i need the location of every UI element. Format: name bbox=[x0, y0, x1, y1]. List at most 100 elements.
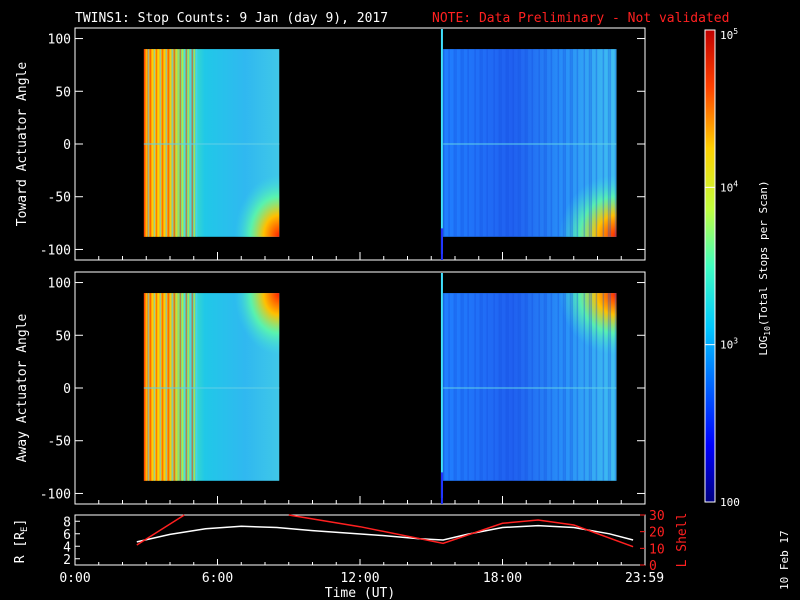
toward-hot-region-1 bbox=[204, 133, 280, 237]
away-panel: 100 50 0 -50 -100 Away Actuator Angle bbox=[15, 271, 646, 505]
orbit-y-label-right: L Shell bbox=[675, 513, 690, 568]
toward-streak bbox=[557, 49, 560, 237]
away-hot-region-1 bbox=[204, 293, 280, 397]
away-streak bbox=[443, 293, 445, 481]
colorbar-tick-label: 103 bbox=[720, 337, 738, 352]
colorbar: 105 104 103 100 LOG10(Total Stops per Scan) bbox=[704, 27, 772, 509]
away-streak bbox=[602, 293, 605, 481]
away-band bbox=[143, 387, 280, 389]
toward-streak bbox=[486, 49, 488, 237]
away-ytick-label: 100 bbox=[48, 277, 71, 292]
toward-streak bbox=[498, 49, 501, 237]
toward-streak bbox=[507, 49, 509, 237]
toward-streak bbox=[157, 49, 159, 237]
toward-streak bbox=[512, 49, 514, 237]
away-streak bbox=[169, 293, 172, 481]
colorbar-tick-label: 105 bbox=[720, 27, 738, 42]
away-streak bbox=[173, 293, 176, 481]
away-streak bbox=[498, 293, 501, 481]
toward-streak bbox=[187, 49, 190, 237]
toward-streak bbox=[505, 49, 508, 237]
away-streak bbox=[151, 293, 153, 481]
toward-streak bbox=[583, 49, 586, 237]
orbit-xtick-label: 0:00 bbox=[59, 571, 90, 586]
away-streak bbox=[460, 293, 462, 481]
toward-streak bbox=[165, 49, 168, 237]
away-streak bbox=[531, 293, 534, 481]
toward-streak bbox=[175, 49, 178, 237]
orbit-xtick-label: 23:59 bbox=[625, 571, 664, 586]
toward-streak bbox=[564, 49, 566, 237]
toward-streak bbox=[169, 49, 172, 237]
toward-streak bbox=[181, 49, 184, 237]
toward-streak bbox=[185, 49, 188, 237]
away-streak bbox=[161, 293, 164, 481]
away-streak bbox=[474, 293, 476, 481]
toward-streak bbox=[195, 49, 198, 237]
colorbar-tick-label: 104 bbox=[720, 179, 738, 194]
away-streak bbox=[517, 293, 520, 481]
toward-streak bbox=[443, 49, 445, 237]
away-streak bbox=[159, 293, 162, 481]
orbit-xtick-label: 12:00 bbox=[340, 571, 379, 586]
away-streak bbox=[607, 293, 610, 481]
orbit-ytick-left-label: 6 bbox=[63, 528, 71, 543]
away-streak bbox=[143, 293, 146, 481]
away-streak bbox=[183, 293, 186, 481]
colorbar-label: LOG10(Total Stops per Scan) bbox=[757, 180, 772, 355]
toward-streak bbox=[453, 49, 456, 237]
orbit-xtick-label: 6:00 bbox=[202, 571, 233, 586]
away-streak bbox=[493, 293, 495, 481]
away-streak bbox=[571, 293, 573, 481]
away-y-label: Away Actuator Angle bbox=[15, 313, 30, 462]
toward-streak bbox=[462, 49, 464, 237]
toward-streak bbox=[538, 49, 540, 237]
away-streak bbox=[455, 293, 457, 481]
away-streak bbox=[157, 293, 159, 481]
away-streak bbox=[145, 293, 147, 481]
orbit-lines bbox=[136, 514, 634, 548]
away-streak bbox=[512, 293, 514, 481]
orbit-ytick-right-label: 0 bbox=[649, 559, 657, 574]
toward-panel: 100 50 0 -50 -100 Toward Actuator Angle bbox=[15, 27, 646, 261]
toward-ytick-label: -100 bbox=[40, 243, 71, 258]
away-ytick-label: 0 bbox=[63, 382, 71, 397]
toward-streak bbox=[171, 49, 173, 237]
away-streak bbox=[175, 293, 178, 481]
toward-streak bbox=[595, 49, 598, 237]
toward-streak bbox=[519, 49, 521, 237]
away-streak bbox=[609, 293, 612, 481]
toward-streak bbox=[524, 49, 527, 237]
toward-streak bbox=[460, 49, 462, 237]
away-streak bbox=[467, 293, 469, 481]
toward-streak bbox=[455, 49, 457, 237]
toward-streak bbox=[159, 49, 162, 237]
toward-streak bbox=[149, 49, 152, 237]
away-band bbox=[443, 387, 617, 389]
away-streak bbox=[545, 293, 547, 481]
away-streak bbox=[147, 293, 150, 481]
toward-streak bbox=[167, 49, 170, 237]
orbit-ytick-right-label: 30 bbox=[649, 509, 665, 524]
away-streak bbox=[167, 293, 170, 481]
away-streak bbox=[149, 293, 152, 481]
away-streak bbox=[191, 293, 194, 481]
toward-streak bbox=[479, 49, 482, 237]
toward-streak bbox=[543, 49, 546, 237]
away-streak bbox=[462, 293, 464, 481]
toward-streak bbox=[474, 49, 476, 237]
chart-title: TWINS1: Stop Counts: 9 Jan (day 9), 2017 bbox=[75, 11, 388, 26]
toward-streak bbox=[151, 49, 153, 237]
away-streak bbox=[519, 293, 521, 481]
toward-streak bbox=[147, 49, 150, 237]
away-streak bbox=[453, 293, 456, 481]
toward-streak bbox=[183, 49, 186, 237]
toward-streak bbox=[590, 49, 592, 237]
away-streak bbox=[185, 293, 188, 481]
toward-y-axis: 100 50 0 -50 -100 bbox=[40, 33, 646, 260]
away-streak bbox=[481, 293, 483, 481]
orbit-ytick-left-label: 8 bbox=[63, 515, 71, 530]
